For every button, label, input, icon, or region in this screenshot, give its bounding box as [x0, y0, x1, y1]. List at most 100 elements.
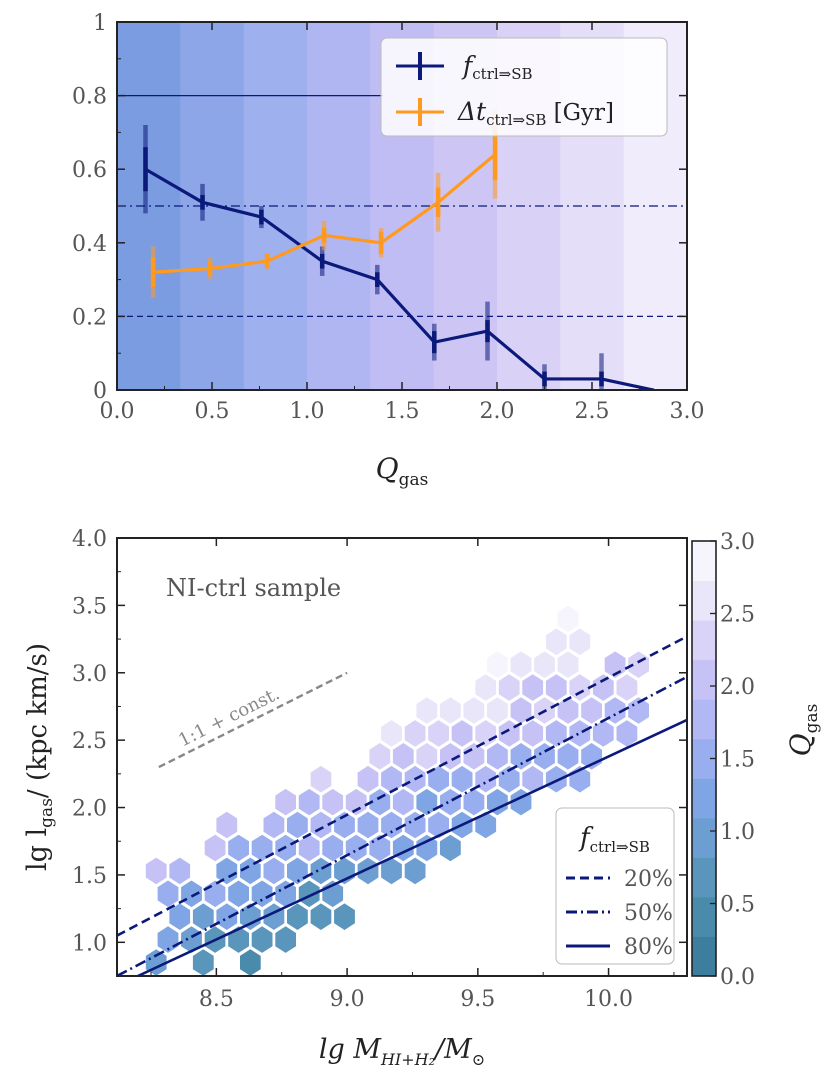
series-layer — [143, 110, 655, 390]
hexbin-cells — [145, 605, 649, 976]
hexbin-cell — [463, 743, 485, 770]
legend-20-label: 20% — [624, 867, 673, 892]
hexbin-cell — [345, 834, 367, 862]
hexbin-cell — [510, 697, 532, 724]
data-point — [485, 329, 490, 333]
hexbin-cell — [404, 811, 426, 839]
hexbin-cell — [487, 743, 508, 770]
colorbar-tick-label: 0.0 — [720, 965, 755, 990]
colorbar-segment — [692, 659, 716, 700]
ni-ctrl-sample-annotation: NI-ctrl sample — [166, 574, 341, 602]
hexbin-cell — [475, 811, 497, 839]
x-tick-label: 0.5 — [195, 399, 230, 424]
colorbar-tick-label: 1.0 — [720, 820, 755, 845]
hexbin-cell — [322, 834, 344, 862]
hexbin-cell — [369, 834, 391, 862]
data-point — [208, 266, 212, 271]
hexbin-cell — [569, 674, 591, 701]
hexbin-cell — [240, 949, 261, 976]
y-tick-label: 0.4 — [72, 232, 107, 257]
hexbin-cell — [522, 720, 544, 747]
bottom-y-axis-label: lg lgas/ (kpc km/s) — [22, 643, 57, 871]
hexbin-cell — [569, 628, 591, 656]
y-tick-label: 3.0 — [72, 662, 107, 687]
hexbin-cell — [263, 857, 285, 885]
hexbin-cell — [428, 765, 449, 793]
colorbar-segment — [692, 817, 716, 858]
x-tick-label: 9.5 — [460, 987, 495, 1012]
hexbin-cell — [463, 788, 485, 816]
hexbin-cell — [251, 880, 273, 908]
data-point — [436, 200, 440, 205]
hexbin-cell — [487, 697, 508, 724]
hexbin-cell — [169, 903, 191, 930]
y-tick-label: 4.0 — [72, 527, 107, 552]
hexbin-cell — [569, 720, 591, 747]
hexbin-cell — [357, 811, 379, 839]
hexbin-cell — [510, 651, 532, 678]
y-tick-label: 3.5 — [72, 594, 107, 619]
hexbin-cell — [451, 765, 473, 793]
hexbin-cell — [251, 926, 273, 953]
hexbin-cell — [216, 857, 238, 885]
hexbin-cell — [334, 811, 355, 839]
colorbar-tick-label: 3.0 — [720, 530, 755, 555]
one-to-one-guide-label: 1:1 + const. — [175, 683, 283, 751]
hexbin-cell — [545, 765, 567, 793]
hexbin-cell — [475, 720, 497, 747]
hexbin-cell — [310, 857, 332, 885]
legend-dt-ctrl-sb-swatch — [396, 98, 444, 126]
hexbin-cell — [381, 720, 402, 747]
top-line-chart: 0.0 0.5 1.0 1.5 2.0 2.5 3.0 0 0.2 0.4 0.6 0.8 1 Qga… — [72, 11, 705, 490]
hexbin-cell — [251, 834, 273, 862]
data-point — [200, 200, 205, 205]
fraction-lines — [117, 635, 687, 976]
hexbin-cell — [592, 720, 614, 747]
hexbin-cell — [298, 788, 320, 816]
legend-dt-ctrl-sb-label: Δtctrl⇒SB [Gyr] — [457, 97, 614, 129]
colorbar-tick-label: 0.5 — [720, 893, 755, 918]
data-point — [599, 377, 604, 381]
y-tick-label: 0.6 — [72, 158, 107, 183]
hexbin-cell — [545, 628, 567, 656]
top-x-axis-label: Qgas — [376, 452, 429, 490]
y-tick-label: 1 — [93, 11, 107, 36]
fraction-line-20pct — [117, 635, 687, 937]
x-tick-label: 2.0 — [480, 399, 515, 424]
hexbin-cell — [287, 903, 308, 930]
colorbar-segment — [692, 778, 716, 819]
bottom-plot-frame — [116, 537, 688, 977]
hexbin-cell — [545, 720, 567, 747]
y-tick-label: 0.2 — [72, 305, 107, 330]
hexbin-cell — [463, 697, 485, 724]
hexbin-cell — [416, 743, 438, 770]
bottom-x-ticks: 8.5 9.0 9.5 10.0 — [150, 538, 675, 1012]
data-point — [320, 259, 325, 264]
bottom-y-ticks: 1.0 1.5 2.0 2.5 3.0 3.5 4.0 — [72, 527, 687, 956]
hexbin-cell — [322, 788, 344, 816]
legend-50-label: 50% — [624, 901, 673, 926]
hexbin-cell — [275, 788, 296, 816]
data-point — [151, 270, 155, 275]
colorbar-label: Qgas — [784, 704, 822, 757]
hexbin-cell — [263, 811, 285, 839]
colorbar-tick-label: 1.5 — [720, 748, 755, 773]
hexbin-cell — [487, 788, 508, 816]
hexbin-cell — [275, 926, 296, 953]
colorbar-segment — [692, 936, 716, 977]
hexbin-cell — [557, 651, 579, 678]
hexbin-cell — [522, 765, 544, 793]
fraction-line-80pct — [137, 718, 687, 976]
hexbin-cell — [204, 834, 226, 862]
hexbin-cell — [228, 834, 249, 862]
hexbin-cell — [381, 811, 402, 839]
hexbin-cell — [616, 720, 638, 747]
hexbin-cell — [592, 674, 614, 701]
hexbin-cell — [357, 765, 379, 793]
hexbin-cell — [522, 674, 544, 701]
hexbin-cell — [275, 880, 296, 908]
x-tick-label: 0.0 — [100, 399, 135, 424]
hexbin-cell — [228, 880, 249, 908]
colorbar-tick-label: 2.5 — [720, 603, 755, 628]
hexbin-cell — [381, 857, 402, 885]
